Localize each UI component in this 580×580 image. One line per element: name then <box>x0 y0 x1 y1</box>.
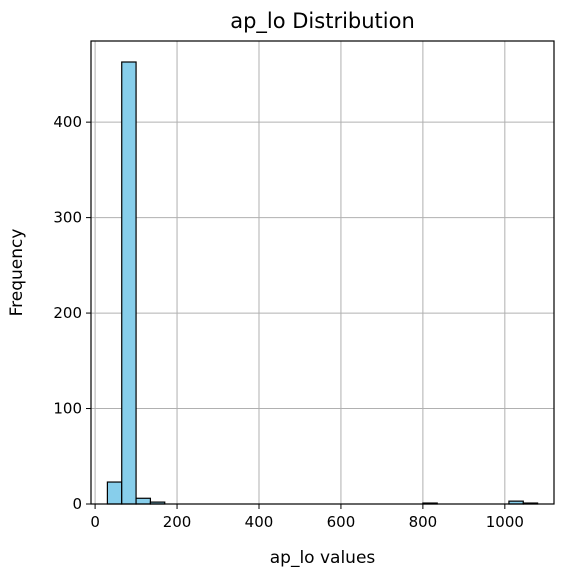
y-tick-label: 300 <box>53 209 82 227</box>
y-axis-label: Frequency <box>7 229 27 317</box>
x-tick-label: 200 <box>163 513 192 531</box>
y-tick-label: 200 <box>53 304 82 322</box>
x-tick-label: 400 <box>245 513 274 531</box>
y-tick-label: 400 <box>53 113 82 131</box>
x-tick-label: 0 <box>90 513 100 531</box>
y-tick-label: 100 <box>53 400 82 418</box>
axis-ticks: 0 200 400 600 800 1000 0 100 200 300 400 <box>53 113 524 531</box>
x-tick-label: 600 <box>327 513 356 531</box>
y-tick-label: 0 <box>72 495 82 513</box>
histogram-bars <box>106 61 539 505</box>
histogram-bar <box>106 481 123 505</box>
x-tick-label: 1000 <box>486 513 524 531</box>
grid-lines <box>91 41 554 505</box>
plot-frame <box>90 40 555 505</box>
histogram-bar <box>121 61 137 505</box>
chart-title: ap_lo Distribution <box>230 9 415 34</box>
x-axis-label: ap_lo values <box>270 548 376 568</box>
histogram-bar <box>135 497 152 505</box>
x-tick-label: 800 <box>409 513 438 531</box>
